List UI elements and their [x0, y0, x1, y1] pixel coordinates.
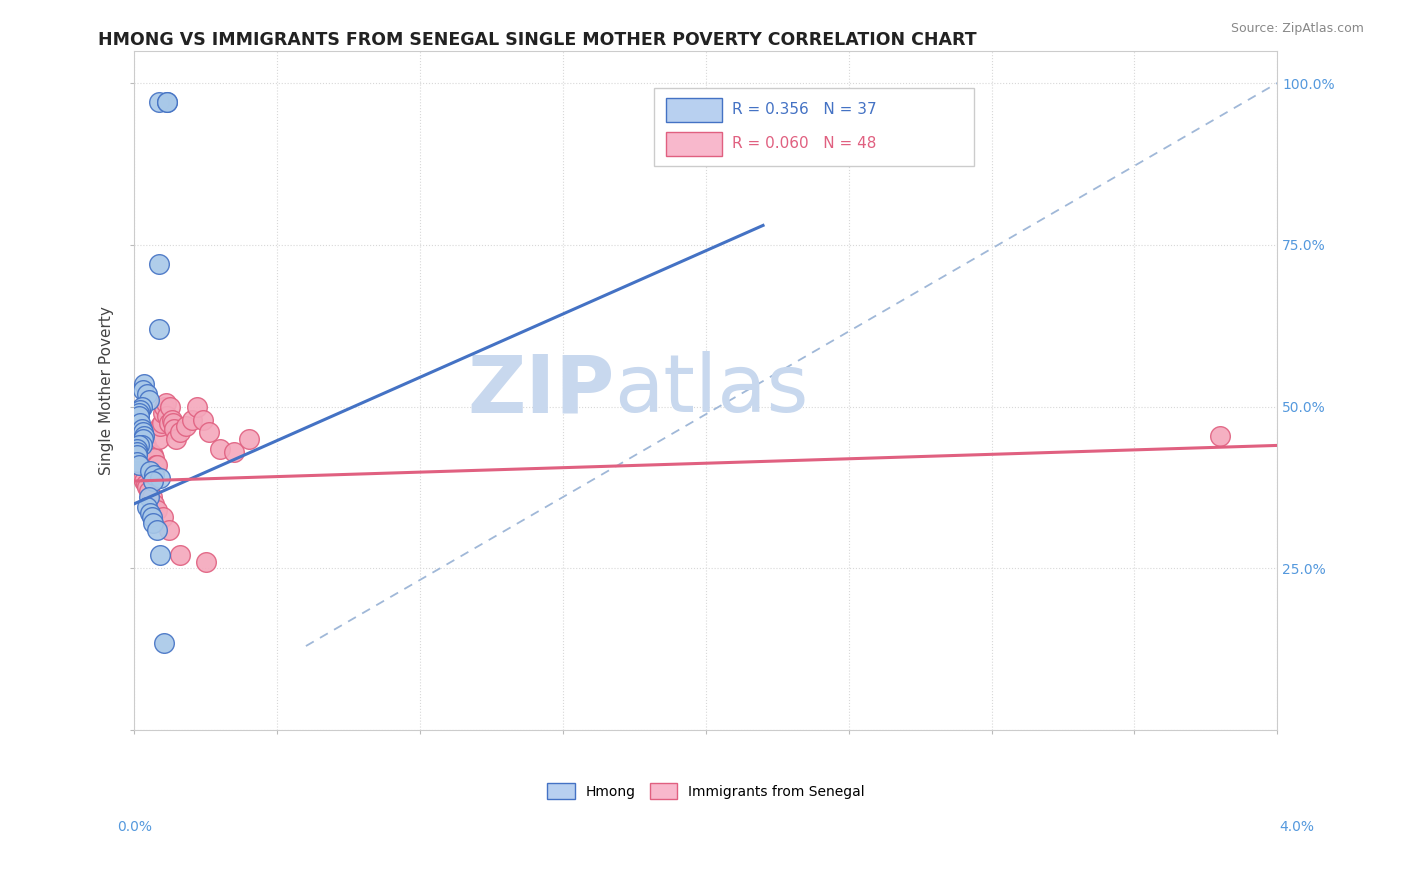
Text: 4.0%: 4.0%: [1279, 821, 1315, 834]
Text: atlas: atlas: [614, 351, 808, 429]
Point: [141, 448, 163, 462]
Point: [131, 435, 153, 450]
Point: [186, 400, 208, 414]
Point: [169, 549, 191, 563]
Point: [162, 416, 184, 430]
Point: [148, 432, 170, 446]
Point: [143, 451, 166, 466]
Point: [134, 376, 156, 391]
Point: [125, 445, 148, 459]
Point: [238, 432, 260, 446]
Point: [131, 438, 153, 452]
Point: [157, 416, 180, 430]
Point: [128, 409, 150, 424]
Point: [174, 419, 197, 434]
Point: [149, 549, 172, 563]
Point: [152, 406, 174, 420]
Point: [146, 523, 169, 537]
Point: [150, 416, 173, 430]
Point: [156, 95, 179, 110]
Point: [156, 95, 179, 110]
Point: [194, 555, 217, 569]
Point: [136, 386, 159, 401]
Point: [138, 483, 160, 498]
Point: [142, 474, 165, 488]
Point: [132, 432, 155, 446]
Point: [138, 490, 160, 504]
Point: [132, 435, 155, 450]
Text: R = 0.060   N = 48: R = 0.060 N = 48: [733, 136, 876, 152]
Text: HMONG VS IMMIGRANTS FROM SENEGAL SINGLE MOTHER POVERTY CORRELATION CHART: HMONG VS IMMIGRANTS FROM SENEGAL SINGLE …: [98, 31, 977, 49]
Point: [127, 454, 149, 468]
Point: [132, 471, 155, 485]
Point: [138, 393, 160, 408]
Point: [149, 471, 172, 485]
Point: [132, 425, 155, 440]
Point: [148, 95, 170, 110]
Point: [155, 396, 177, 410]
Text: 0.0%: 0.0%: [117, 821, 152, 834]
Point: [136, 500, 159, 514]
Point: [134, 428, 156, 442]
Point: [148, 257, 170, 271]
Point: [138, 445, 160, 459]
Point: [191, 412, 214, 426]
Point: [152, 509, 174, 524]
FancyBboxPatch shape: [666, 97, 721, 122]
Point: [146, 503, 169, 517]
Point: [136, 442, 159, 456]
Point: [224, 445, 246, 459]
Point: [160, 412, 183, 426]
Point: [146, 458, 169, 472]
Point: [153, 636, 176, 650]
Point: [180, 412, 202, 426]
Point: [142, 448, 165, 462]
Point: [209, 442, 232, 456]
Point: [148, 322, 170, 336]
Point: [163, 422, 186, 436]
Point: [139, 464, 162, 478]
Text: R = 0.356   N = 37: R = 0.356 N = 37: [733, 103, 877, 117]
Point: [141, 509, 163, 524]
Point: [131, 464, 153, 478]
Point: [153, 400, 176, 414]
Point: [127, 442, 149, 456]
Text: Source: ZipAtlas.com: Source: ZipAtlas.com: [1230, 22, 1364, 36]
Y-axis label: Single Mother Poverty: Single Mother Poverty: [100, 306, 114, 475]
Point: [135, 477, 157, 491]
Text: ZIP: ZIP: [467, 351, 614, 429]
Point: [134, 438, 156, 452]
Point: [142, 516, 165, 530]
Point: [143, 467, 166, 482]
Legend: Hmong, Immigrants from Senegal: Hmong, Immigrants from Senegal: [541, 778, 870, 805]
Point: [143, 497, 166, 511]
Point: [134, 474, 156, 488]
Point: [125, 448, 148, 462]
Point: [136, 481, 159, 495]
Point: [165, 432, 187, 446]
FancyBboxPatch shape: [666, 131, 721, 156]
Point: [131, 400, 153, 414]
FancyBboxPatch shape: [654, 88, 974, 166]
Point: [139, 445, 162, 459]
Point: [129, 416, 152, 430]
Point: [145, 458, 167, 472]
Point: [1209, 428, 1232, 442]
Point: [159, 400, 181, 414]
Point: [169, 425, 191, 440]
Point: [129, 402, 152, 417]
Point: [128, 458, 150, 472]
Point: [149, 419, 172, 434]
Point: [135, 438, 157, 452]
Point: [132, 384, 155, 398]
Point: [131, 422, 153, 436]
Point: [156, 409, 179, 424]
Point: [139, 507, 162, 521]
Point: [157, 523, 180, 537]
Point: [141, 490, 163, 504]
Point: [128, 406, 150, 420]
Point: [197, 425, 219, 440]
Point: [128, 438, 150, 452]
